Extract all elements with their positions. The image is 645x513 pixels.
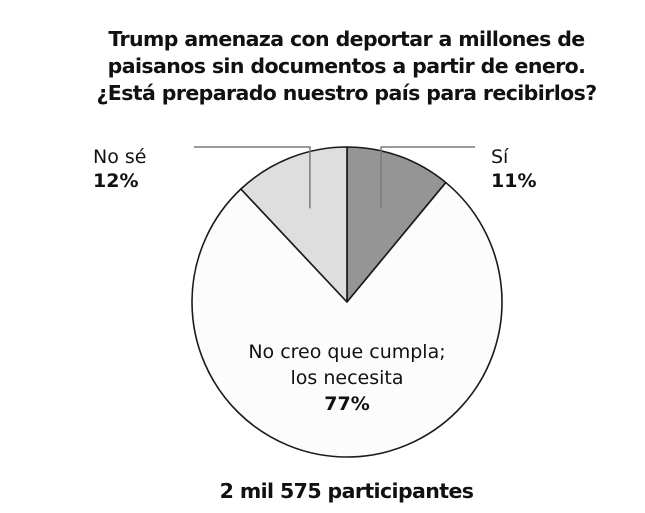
participants-footer: 2 mil 575 participantes: [219, 479, 474, 503]
pie-slice-2: [191, 181, 503, 458]
pie-slices: [191, 146, 503, 458]
chart-title: Trump amenaza con deportar a millones de…: [0, 26, 645, 107]
slice-value-no-creo: 77%: [324, 393, 369, 415]
leader-line-no-se: [194, 146, 311, 209]
chart-title-line-2: paisanos sin documentos a partir de ener…: [107, 54, 586, 78]
slice-value-si: 11%: [491, 170, 536, 192]
slice-label-no-creo-line-1: No creo que cumpla;: [248, 341, 445, 363]
chart-title-line-3: ¿Está preparado nuestro país para recibi…: [96, 81, 598, 105]
slice-label-no-creo-line-2: los necesita: [291, 367, 404, 389]
pie-slice-1: [346, 146, 447, 303]
slice-label-si: Sí: [491, 146, 509, 168]
leader-lines: [194, 146, 475, 209]
chart-title-line-1: Trump amenaza con deportar a millones de: [108, 27, 585, 51]
slice-value-no-se: 12%: [93, 170, 138, 192]
slice-label-no-se: No sé: [93, 146, 146, 168]
leader-line-si: [380, 146, 475, 208]
pie-slice-3: [240, 146, 348, 303]
